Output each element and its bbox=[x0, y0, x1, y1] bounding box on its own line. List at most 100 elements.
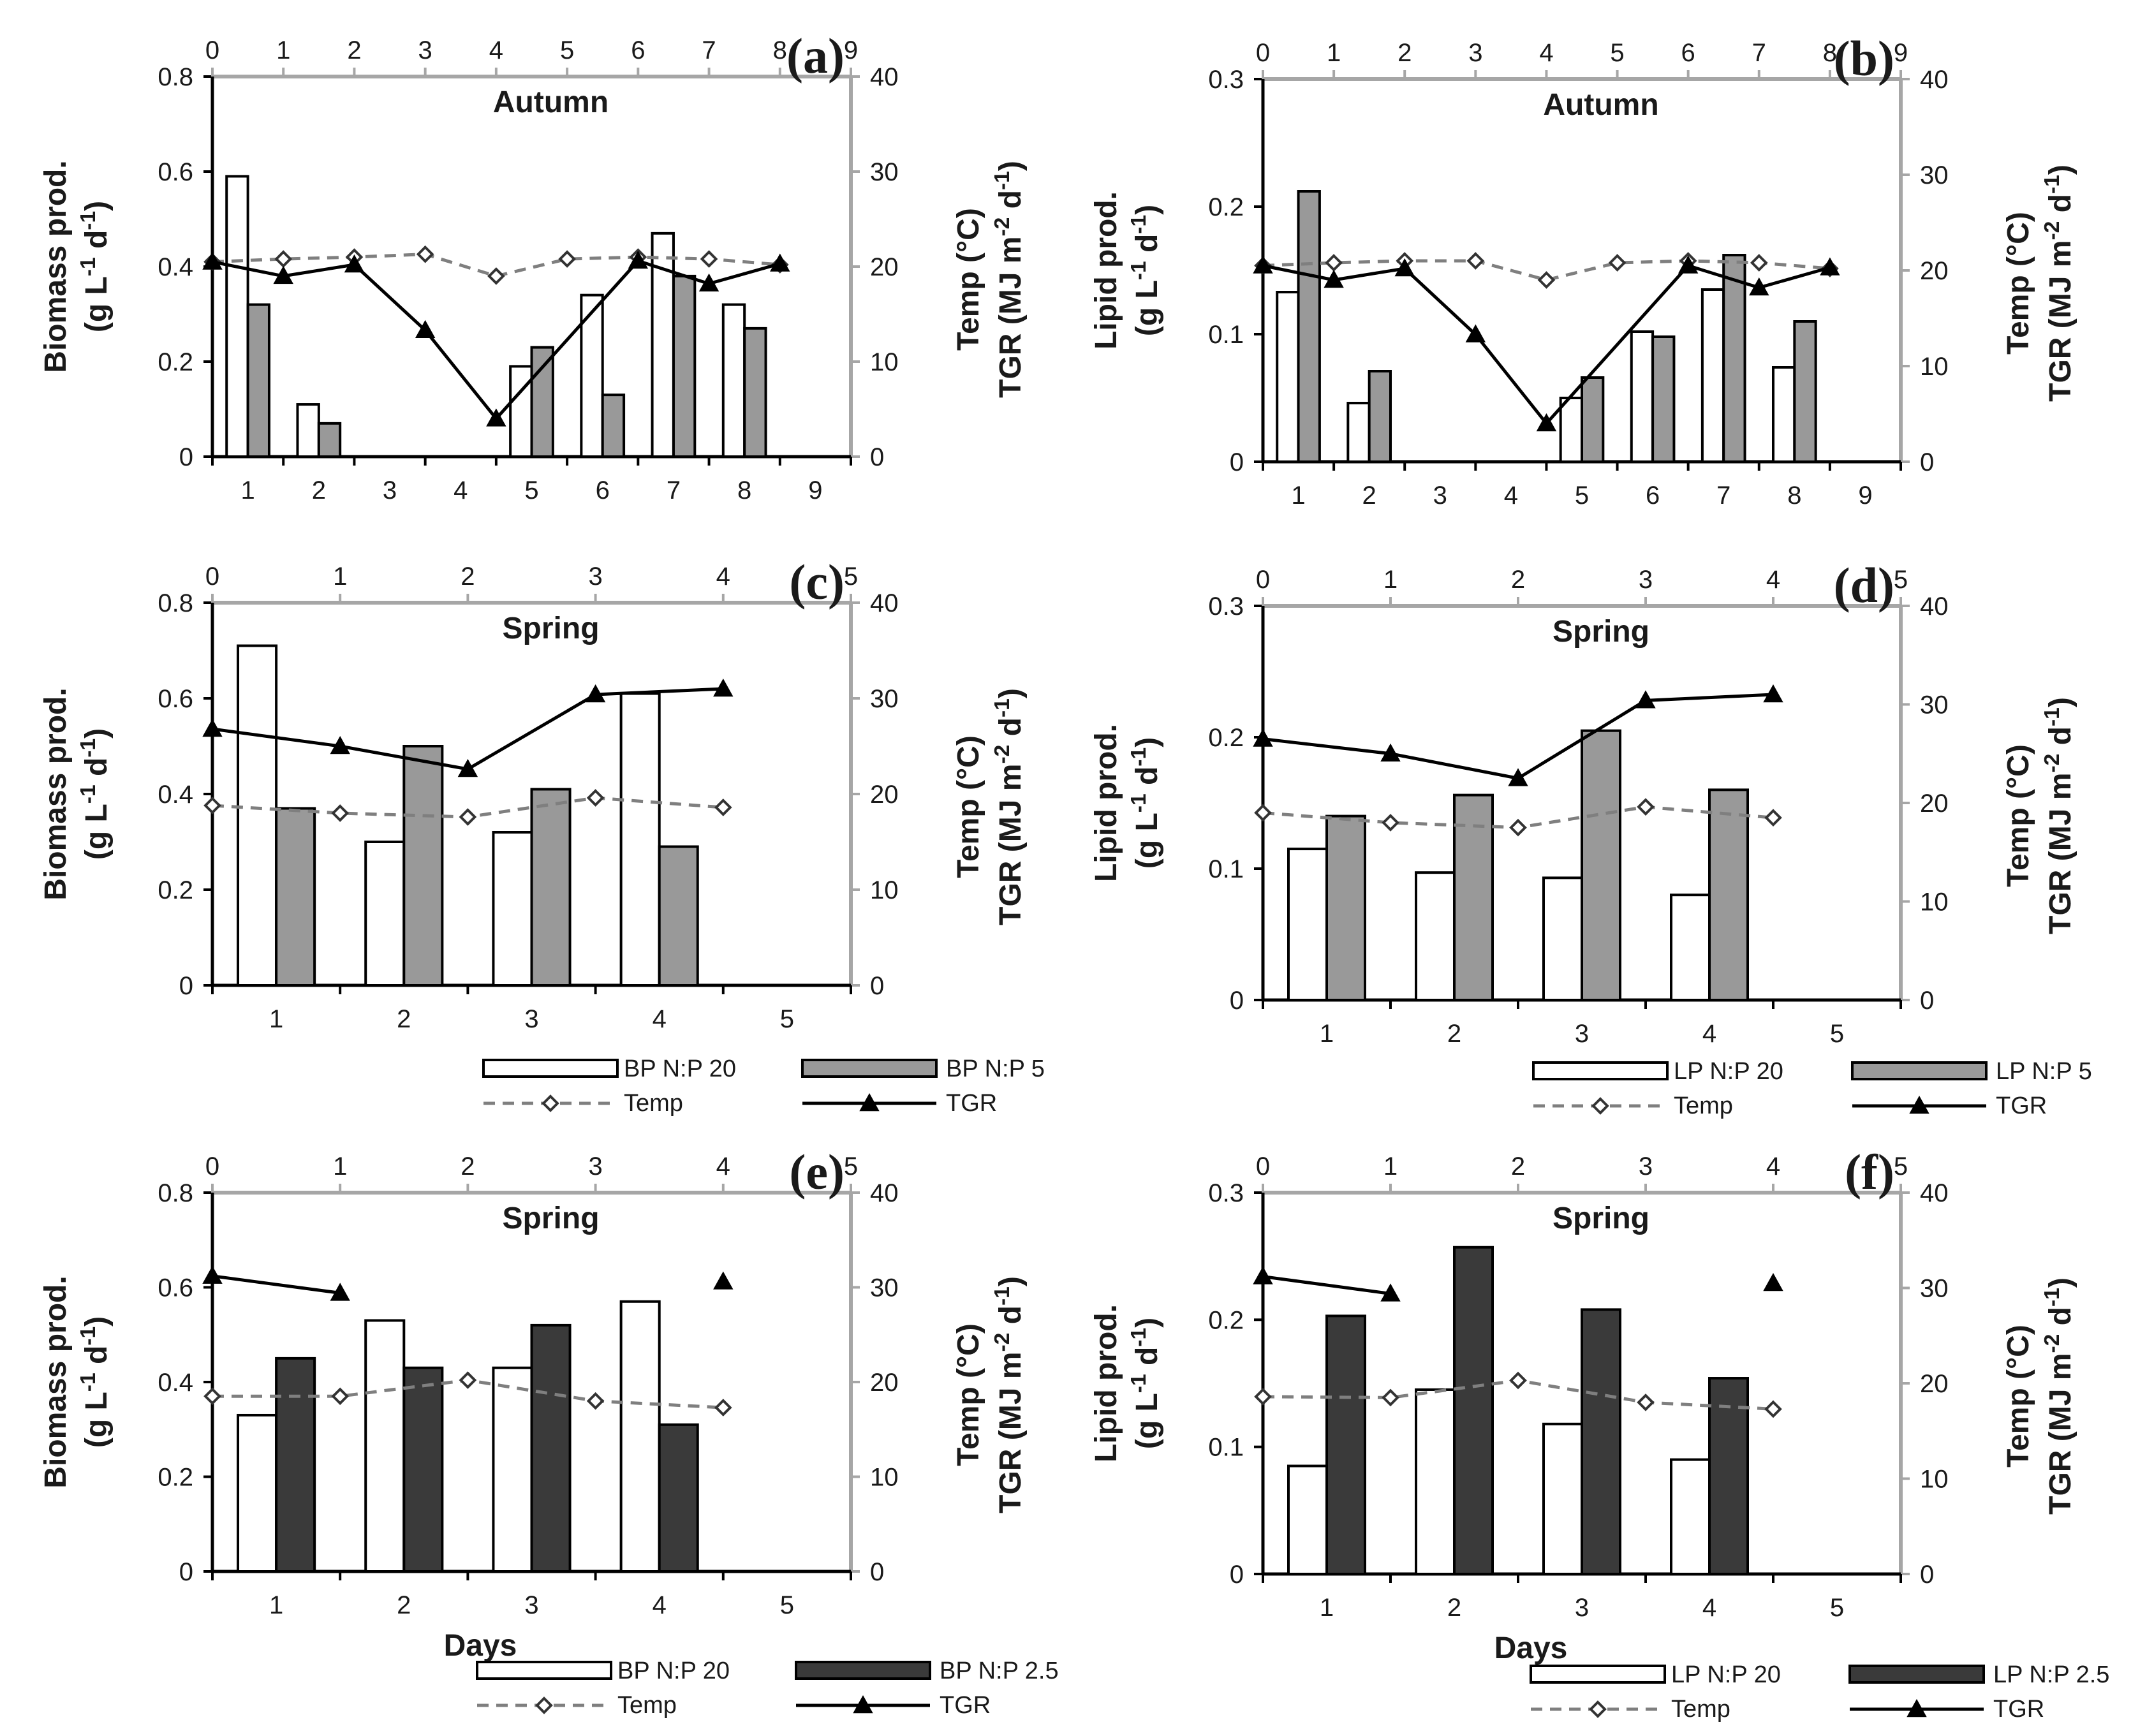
legend-swatch-low-np bbox=[801, 1059, 938, 1078]
y2-tick-label: 20 bbox=[870, 253, 899, 281]
tgr-line-segment bbox=[1474, 333, 1548, 425]
y2-axis-units: TGR (MJ m-2 d-1) bbox=[2040, 1277, 2078, 1515]
bar bbox=[275, 807, 316, 987]
y-tick-label: 0 bbox=[1230, 448, 1244, 476]
x-axis-title: Days bbox=[444, 1629, 517, 1663]
tgr-line-segment bbox=[637, 259, 710, 286]
legend-temp-marker bbox=[542, 1094, 559, 1112]
bar bbox=[1708, 1377, 1749, 1575]
y-tick-label: 0.2 bbox=[158, 1464, 193, 1492]
y-tick-label: 0.8 bbox=[158, 589, 193, 617]
y2-axis-units: TGR (MJ m-2 d-1) bbox=[991, 688, 1028, 925]
y-tick-label: 0 bbox=[179, 443, 193, 471]
bar bbox=[492, 831, 533, 987]
temp-marker bbox=[487, 267, 505, 285]
bar bbox=[1415, 1388, 1456, 1575]
y2-tick-label: 40 bbox=[1920, 592, 1949, 621]
y2-tick-label: 0 bbox=[870, 972, 884, 1000]
bar bbox=[225, 175, 249, 458]
legend-swatch-np20 bbox=[1532, 1061, 1669, 1080]
y2-tick-label: 40 bbox=[870, 1179, 899, 1207]
y-axis-title: Lipid prod. bbox=[1089, 724, 1123, 882]
x-tick-label: 1 bbox=[1320, 1020, 1334, 1048]
legend-swatch-low-np bbox=[795, 1661, 931, 1680]
panel-label: (d) bbox=[1834, 557, 1894, 613]
y2-tick-label: 0 bbox=[870, 443, 884, 471]
top-tick-label: 5 bbox=[1610, 39, 1624, 67]
bar bbox=[1287, 1464, 1328, 1575]
legend-tgr-marker bbox=[1907, 1698, 1927, 1718]
bar bbox=[1670, 894, 1711, 1001]
y-tick-label: 0.1 bbox=[1208, 321, 1244, 349]
y-tick-label: 0 bbox=[1230, 987, 1244, 1015]
temp-marker bbox=[1382, 814, 1399, 832]
bar bbox=[1772, 366, 1796, 463]
legend-swatch-np20 bbox=[482, 1059, 619, 1078]
legend-temp-marker bbox=[1589, 1700, 1607, 1718]
x-axis-title: Days bbox=[1494, 1631, 1568, 1665]
y2-axis-units: TGR (MJ m-2 d-1) bbox=[2040, 697, 2078, 934]
tgr-marker bbox=[457, 758, 478, 777]
y-axis-units: (g L-1 d-1) bbox=[1127, 737, 1165, 869]
x-tick-label: 6 bbox=[596, 476, 610, 504]
bar bbox=[601, 394, 626, 459]
x-tick-label: 8 bbox=[1787, 482, 1801, 510]
y2-tick-label: 30 bbox=[870, 1274, 899, 1302]
tgr-line-segment bbox=[1687, 264, 1760, 290]
tgr-marker bbox=[713, 1271, 734, 1290]
panel-e: 0 0.2 0.4 0.6 0.8 0 10 20 30 40 0 1 2 3 4 5 1 2 3 4 5 Spring (… bbox=[39, 1144, 1028, 1663]
tgr-marker bbox=[273, 265, 293, 284]
tgr-line-segment bbox=[595, 687, 723, 696]
top-tick-label: 0 bbox=[205, 36, 219, 64]
y-tick-label: 0.1 bbox=[1208, 1434, 1244, 1462]
x-tick-label: 5 bbox=[1830, 1020, 1844, 1048]
top-tick-label: 3 bbox=[588, 563, 602, 591]
bar bbox=[1453, 793, 1494, 1001]
temp-marker bbox=[1764, 809, 1782, 827]
x-tick-label: 6 bbox=[1646, 482, 1660, 510]
top-tick-label: 9 bbox=[844, 36, 858, 64]
y2-axis-units: TGR (MJ m-2 d-1) bbox=[991, 1276, 1028, 1513]
legend-swatch-low-np bbox=[1851, 1061, 1988, 1080]
bar bbox=[1670, 1458, 1711, 1576]
temp-marker bbox=[1764, 1400, 1782, 1418]
bar bbox=[658, 845, 699, 987]
y2-axis-title: Temp (°C) bbox=[2002, 1325, 2035, 1468]
y-tick-label: 0.2 bbox=[1208, 724, 1244, 752]
x-tick-label: 8 bbox=[737, 476, 751, 504]
y2-tick-label: 20 bbox=[1920, 790, 1949, 818]
panel-f: 0 0.1 0.2 0.3 0 10 20 30 40 0 1 2 3 4 5 1 2 3 4 5 Spring (f) L… bbox=[1089, 1144, 2077, 1665]
y2-tick-label: 30 bbox=[1920, 161, 1949, 189]
bar bbox=[1722, 254, 1746, 463]
tgr-line-segment bbox=[353, 263, 427, 332]
legend-tgr-marker bbox=[1909, 1095, 1929, 1114]
temp-marker bbox=[700, 250, 718, 268]
y-axis-units: (g L-1 d-1) bbox=[1127, 205, 1165, 336]
x-tick-label: 1 bbox=[269, 1591, 283, 1619]
x-tick-label: 7 bbox=[667, 476, 681, 504]
y-tick-label: 0.6 bbox=[158, 685, 193, 713]
season-title: Autumn bbox=[1543, 88, 1658, 122]
legend-tgr-marker bbox=[853, 1695, 873, 1714]
bar bbox=[1325, 814, 1366, 1001]
bar bbox=[1415, 871, 1456, 1002]
season-title: Spring bbox=[1553, 1202, 1649, 1235]
bar bbox=[246, 303, 270, 458]
y2-tick-label: 40 bbox=[870, 589, 899, 617]
temp-marker bbox=[586, 789, 605, 807]
tgr-marker bbox=[1380, 1283, 1401, 1302]
top-tick-label: 3 bbox=[1468, 39, 1482, 67]
top-tick-label: 3 bbox=[1639, 566, 1653, 594]
tgr-marker bbox=[415, 320, 436, 339]
tgr-line-segment bbox=[708, 262, 781, 286]
legend-label-temp: Temp bbox=[624, 1090, 683, 1117]
x-tick-label: 3 bbox=[1433, 482, 1447, 510]
tgr-marker bbox=[1635, 690, 1656, 709]
bar bbox=[1793, 320, 1817, 463]
top-tick-label: 6 bbox=[1681, 39, 1695, 67]
x-tick-label: 2 bbox=[1447, 1594, 1461, 1622]
x-tick-label: 3 bbox=[1575, 1594, 1589, 1622]
top-tick-label: 2 bbox=[347, 36, 361, 64]
legend-label-low-np: BP N:P 2.5 bbox=[940, 1658, 1059, 1684]
